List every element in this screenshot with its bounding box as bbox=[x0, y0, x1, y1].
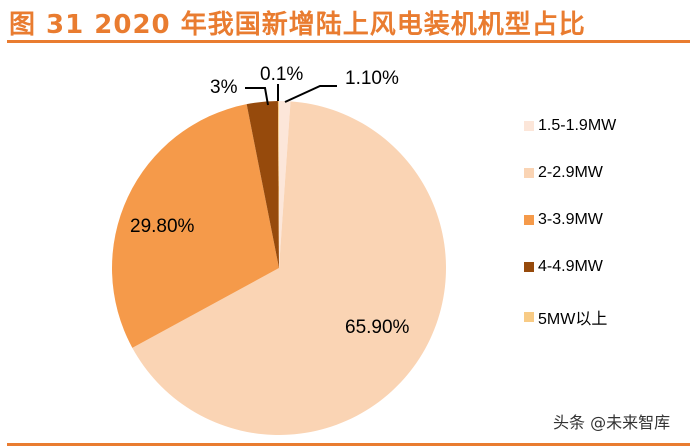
pie-slice-5MW以上 bbox=[277, 101, 279, 268]
legend-swatch bbox=[524, 215, 534, 225]
legend-item-2-2.9mw: 2-2.9MW bbox=[524, 164, 603, 182]
legend-swatch bbox=[524, 168, 534, 178]
pie-slices bbox=[111, 101, 446, 436]
data-label-2-2.9mw: 65.90% bbox=[345, 317, 410, 338]
data-label-4-4.9mw: 3% bbox=[210, 77, 238, 98]
pie-slice-4-4.9MW bbox=[246, 101, 279, 269]
leader-line-1.5-1.9mw bbox=[284, 85, 337, 103]
legend-item-4-4.9mw: 4-4.9MW bbox=[524, 258, 603, 276]
legend-label: 1.5-1.9MW bbox=[538, 117, 617, 134]
pie-slice-2-2.9MW bbox=[132, 101, 446, 436]
legend-label: 4-4.9MW bbox=[538, 258, 603, 275]
watermark: 头条 @未来智库 bbox=[553, 413, 671, 432]
chart-title: 图 31 2020 年我国新增陆上风电装机机型占比 bbox=[9, 10, 586, 40]
legend-swatch bbox=[524, 312, 534, 322]
pie-slice-3-3.9MW bbox=[111, 104, 279, 348]
title-divider bbox=[7, 40, 690, 43]
data-label-1.5-1.9mw: 1.10% bbox=[345, 68, 399, 89]
data-label-5mw: 0.1% bbox=[260, 64, 303, 85]
legend-item-3-3.9mw: 3-3.9MW bbox=[524, 211, 603, 229]
legend-swatch bbox=[524, 262, 534, 272]
legend-item-1.5-1.9mw: 1.5-1.9MW bbox=[524, 117, 616, 135]
pie-slice-1.5-1.9MW bbox=[279, 101, 291, 268]
leader-line-4-4.9mw bbox=[245, 87, 269, 106]
legend-item-5mw-plus: 5MW以上 bbox=[524, 305, 607, 329]
legend-swatch bbox=[524, 121, 534, 131]
data-label-3-3.9mw: 29.80% bbox=[130, 216, 195, 237]
legend-label: 3-3.9MW bbox=[538, 211, 603, 228]
legend-label: 5MW以上 bbox=[538, 311, 608, 328]
legend-label: 2-2.9MW bbox=[538, 164, 603, 181]
bottom-divider bbox=[7, 443, 690, 446]
leader-lines bbox=[245, 84, 337, 106]
